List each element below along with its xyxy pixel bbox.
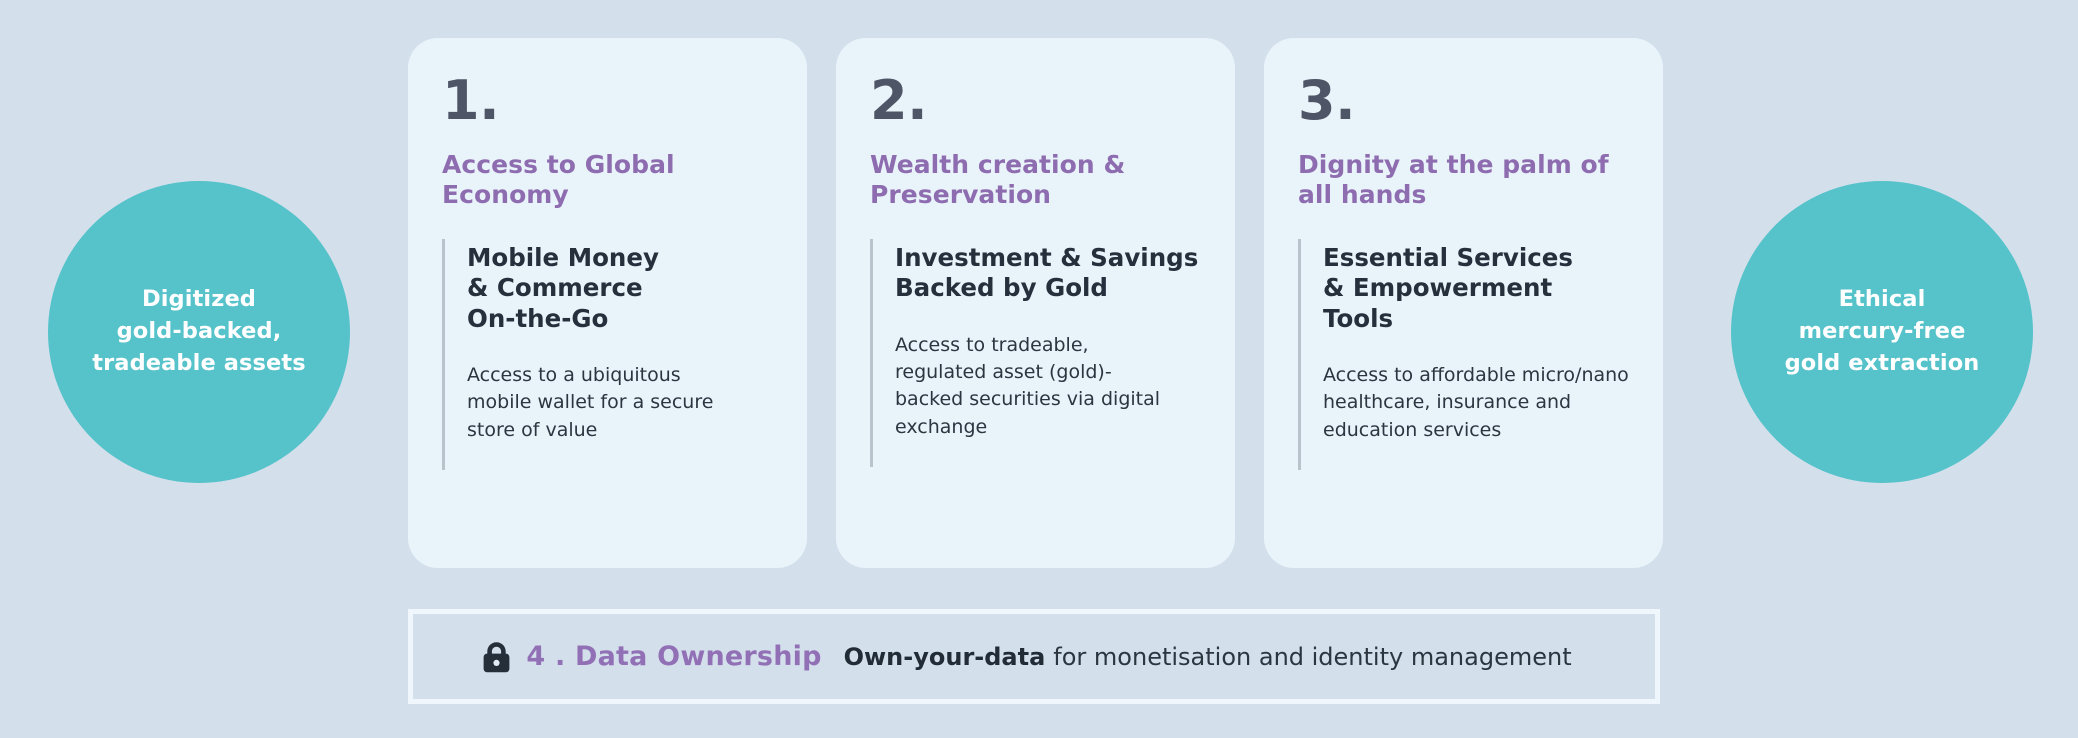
card-1-rule-block: Mobile Money & Commerce On-the-Go Access…: [442, 239, 773, 471]
cards-row: 1. Access to Global Economy Mobile Money…: [408, 38, 1663, 568]
card-2-body: Access to tradeable, regulated asset (go…: [895, 333, 1161, 438]
card-3-number: 3.: [1298, 69, 1356, 132]
card-3-heading: Essential Services & Empowerment Tools: [1323, 243, 1573, 333]
card-3-body: Access to affordable micro/nano healthca…: [1323, 364, 1629, 441]
card-1-heading: Mobile Money & Commerce On-the-Go: [467, 243, 659, 333]
data-ownership-strong: Own-your-data: [843, 642, 1046, 671]
left-circle-badge: Digitized gold-backed, tradeable assets: [48, 181, 350, 483]
card-2-rule-block: Investment & Savings Backed by Gold Acce…: [870, 239, 1201, 468]
lock-icon: [480, 640, 513, 674]
right-circle-label: Ethical mercury-free gold extraction: [1784, 286, 1980, 376]
data-ownership-title: 4 . Data Ownership: [526, 641, 822, 672]
card-2-kicker: Wealth creation & Preservation: [870, 150, 1126, 209]
right-circle-badge: Ethical mercury-free gold extraction: [1731, 181, 2033, 483]
card-2-heading: Investment & Savings Backed by Gold: [895, 243, 1199, 303]
card-2[interactable]: 2. Wealth creation & Preservation Invest…: [836, 38, 1235, 568]
left-circle-label: Digitized gold-backed, tradeable assets: [92, 286, 306, 376]
data-ownership-bar[interactable]: 4 . Data Ownership Own-your-data for mon…: [408, 609, 1660, 704]
card-3-kicker: Dignity at the palm of all hands: [1298, 150, 1609, 209]
data-ownership-text: for monetisation and identity management: [1053, 642, 1572, 671]
card-2-number: 2.: [870, 69, 928, 132]
card-3-rule-block: Essential Services & Empowerment Tools A…: [1298, 239, 1629, 471]
card-1-body: Access to a ubiquitous mobile wallet for…: [467, 364, 714, 441]
card-1-number: 1.: [442, 69, 500, 132]
data-ownership-bar-content: 4 . Data Ownership Own-your-data for mon…: [480, 640, 1572, 674]
card-1-kicker: Access to Global Economy: [442, 150, 675, 209]
card-3[interactable]: 3. Dignity at the palm of all hands Esse…: [1264, 38, 1663, 568]
card-1[interactable]: 1. Access to Global Economy Mobile Money…: [408, 38, 807, 568]
